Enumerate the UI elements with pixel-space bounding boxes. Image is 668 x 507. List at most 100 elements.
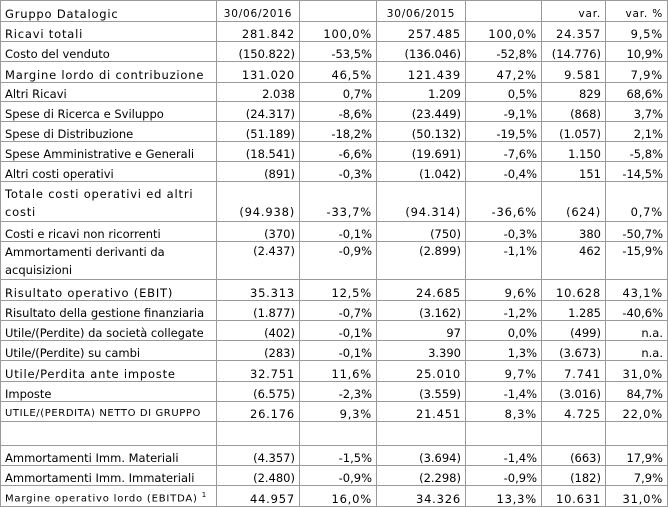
- col-header-var: var.: [541, 0, 606, 22]
- var-pct: -50,7%: [605, 221, 668, 242]
- var-pct: -14,5%: [605, 161, 668, 182]
- value-2016: (6.575): [216, 381, 300, 402]
- value-2016: (2.437): [216, 241, 300, 280]
- pct-2016: 46,5%: [299, 61, 377, 83]
- value-2016: (24.317): [216, 101, 300, 122]
- header-row: Gruppo Datalogic 30/06/2016 30/06/2015 v…: [0, 0, 668, 22]
- value-2015: 97: [376, 320, 466, 341]
- pct-2016: -18,2%: [299, 121, 377, 142]
- pct-2015: 1,3%: [465, 340, 542, 361]
- var-pct: n.a.: [605, 320, 668, 341]
- var-value: 10.631: [541, 485, 606, 507]
- pct-2016: -0,7%: [299, 300, 377, 321]
- value-2016: (94.938): [216, 181, 300, 222]
- table-row: Margine operativo lordo (EBITDA) 1 44.95…: [0, 485, 668, 507]
- var-value: 9.581: [541, 61, 606, 83]
- value-2016: (370): [216, 221, 300, 242]
- var-value: (3.673): [541, 340, 606, 361]
- value-2015: (3.162): [376, 300, 466, 321]
- row-label: Ammortamenti Imm. Materiali: [0, 445, 217, 466]
- value-2016: (2.480): [216, 465, 300, 486]
- row-label: Altri Ricavi: [0, 82, 217, 102]
- var-pct: 2,1%: [605, 121, 668, 142]
- col-header-2015: 30/06/2015: [376, 0, 466, 22]
- row-label: UTILE/(PERDITA) NETTO DI GRUPPO: [0, 401, 217, 422]
- pct-2015: 9,6%: [465, 279, 542, 301]
- var-value: 7.741: [541, 360, 606, 382]
- var-pct: 43,1%: [605, 279, 668, 301]
- row-label: Utile/(Perdite) su cambi: [0, 340, 217, 361]
- var-value: 24.357: [541, 21, 606, 42]
- table-row: Utile/Perdita ante imposte 32.751 11,6% …: [0, 360, 668, 382]
- var-pct: 31,0%: [605, 360, 668, 382]
- table-row: Ricavi totali 281.842 100,0% 257.485 100…: [0, 21, 668, 42]
- var-pct: -5,8%: [605, 141, 668, 162]
- var-value: (3.016): [541, 381, 606, 402]
- row-label: Totale costi operativi ed altri costi: [0, 181, 217, 222]
- row-label-text: Margine operativo lordo (EBITDA): [5, 493, 198, 504]
- var-value: (624): [541, 181, 606, 222]
- var-pct: 7,9%: [605, 61, 668, 83]
- value-2015: (2.899): [376, 241, 466, 280]
- row-label: Utile/Perdita ante imposte: [0, 360, 217, 382]
- row-label: Spese Amministrative e Generali: [0, 141, 217, 162]
- row-label: Spese di Ricerca e Sviluppo: [0, 101, 217, 122]
- value-2015: 25.010: [376, 360, 466, 382]
- table-row: Spese di Ricerca e Sviluppo (24.317) -8,…: [0, 101, 668, 122]
- table-row: Risultato della gestione finanziaria (1.…: [0, 300, 668, 321]
- var-pct: 3,7%: [605, 101, 668, 122]
- pct-2016: 11,6%: [299, 360, 377, 382]
- var-pct: 0,7%: [605, 181, 668, 222]
- pct-2016: -53,5%: [299, 41, 377, 62]
- value-2015: 34.326: [376, 485, 466, 507]
- var-pct: 10,9%: [605, 41, 668, 62]
- table-row: Altri Ricavi 2.038 0,7% 1.209 0,5% 829 6…: [0, 82, 668, 102]
- table-row: Risultato operativo (EBIT) 35.313 12,5% …: [0, 279, 668, 301]
- value-2015: 24.685: [376, 279, 466, 301]
- row-label: Margine operativo lordo (EBITDA) 1: [0, 485, 217, 507]
- pct-2015: -1,4%: [465, 445, 542, 466]
- var-value: (499): [541, 320, 606, 341]
- row-label: Ammortamenti derivanti da acquisizioni: [0, 241, 217, 280]
- pct-2016: 16,0%: [299, 485, 377, 507]
- value-2016: 35.313: [216, 279, 300, 301]
- pct-2015: -1,4%: [465, 381, 542, 402]
- pct-2016: -8,6%: [299, 101, 377, 122]
- pct-2015: -9,1%: [465, 101, 542, 122]
- row-label: Ricavi totali: [0, 21, 217, 42]
- value-2015: (3.694): [376, 445, 466, 466]
- var-pct: 68,6%: [605, 82, 668, 102]
- var-pct: 9,5%: [605, 21, 668, 42]
- var-value: 1.285: [541, 300, 606, 321]
- table-row: Ammortamenti Imm. Materiali (4.357) -1,5…: [0, 445, 668, 466]
- table-row: Margine lordo di contribuzione 131.020 4…: [0, 61, 668, 83]
- value-2016: 2.038: [216, 82, 300, 102]
- value-2015: 121.439: [376, 61, 466, 83]
- pct-2015: -36,6%: [465, 181, 542, 222]
- pct-2016: -6,6%: [299, 141, 377, 162]
- var-pct: n.a.: [605, 340, 668, 361]
- table-row: Costi e ricavi non ricorrenti (370) -0,1…: [0, 221, 668, 242]
- var-value: (182): [541, 465, 606, 486]
- value-2015: 1.209: [376, 82, 466, 102]
- value-2016: (1.877): [216, 300, 300, 321]
- value-2015: 257.485: [376, 21, 466, 42]
- value-2016: (51.189): [216, 121, 300, 142]
- col-header-2015-pct: [465, 0, 542, 22]
- pct-2015: -0,3%: [465, 221, 542, 242]
- var-pct: -40,6%: [605, 300, 668, 321]
- row-label: Costi e ricavi non ricorrenti: [0, 221, 217, 242]
- value-2016: (4.357): [216, 445, 300, 466]
- col-header-2016-pct: [299, 0, 377, 22]
- value-2016: (402): [216, 320, 300, 341]
- pct-2015: -52,8%: [465, 41, 542, 62]
- footnote-marker: 1: [201, 490, 207, 499]
- value-2015: (3.559): [376, 381, 466, 402]
- value-2016: 131.020: [216, 61, 300, 83]
- row-label: Utile/(Perdite) da società collegate: [0, 320, 217, 341]
- table-row: UTILE/(PERDITA) NETTO DI GRUPPO 26.176 9…: [0, 401, 668, 422]
- value-2015: (19.691): [376, 141, 466, 162]
- pct-2015: 100,0%: [465, 21, 542, 42]
- pct-2016: -1,5%: [299, 445, 377, 466]
